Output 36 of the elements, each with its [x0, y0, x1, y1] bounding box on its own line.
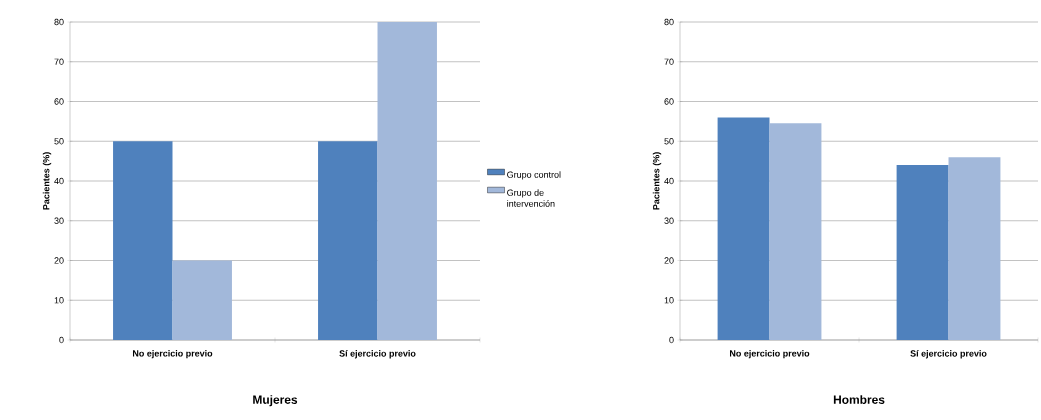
y-tick-label: 10 [54, 297, 64, 304]
bar [113, 141, 173, 340]
x-axis-title: Hombres [833, 395, 885, 404]
y-tick-label: 10 [664, 297, 674, 304]
y-tick-label: 0 [59, 336, 64, 344]
y-tick-label: 20 [54, 257, 64, 264]
y-tick-label: 80 [664, 18, 674, 26]
y-tick-label: 70 [54, 58, 64, 65]
bar [172, 260, 232, 340]
bar [769, 123, 822, 340]
legend-label: Grupo de intervención [507, 189, 555, 207]
y-axis-title: Pacientes (%) [652, 152, 662, 210]
x-tick-label: No ejercicio previo [132, 349, 213, 359]
x-axis-title: Mujeres [253, 395, 298, 407]
y-tick-label: 30 [664, 217, 674, 224]
bar [948, 157, 1001, 340]
y-axis-title: Pacientes (%) [42, 152, 52, 210]
y-tick-label: 50 [54, 138, 64, 145]
y-tick-label: 60 [54, 98, 64, 105]
bar [717, 117, 770, 340]
bar [896, 165, 949, 340]
y-tick-label: 80 [54, 18, 64, 26]
y-tick-label: 20 [664, 257, 674, 264]
bar [318, 141, 378, 340]
legend-label: Grupo control [507, 171, 561, 180]
x-tick-label: Sí ejercicio previo [910, 349, 987, 359]
bar [377, 22, 437, 340]
y-tick-label: 0 [669, 336, 674, 344]
y-tick-label: 50 [664, 138, 674, 145]
y-tick-label: 40 [664, 177, 674, 185]
x-tick-label: Sí ejercicio previo [339, 349, 416, 359]
y-tick-label: 40 [54, 177, 64, 185]
y-tick-label: 30 [54, 217, 64, 224]
x-tick-label: No ejercicio previo [729, 349, 810, 359]
y-tick-label: 70 [664, 58, 674, 65]
y-tick-label: 60 [664, 98, 674, 105]
